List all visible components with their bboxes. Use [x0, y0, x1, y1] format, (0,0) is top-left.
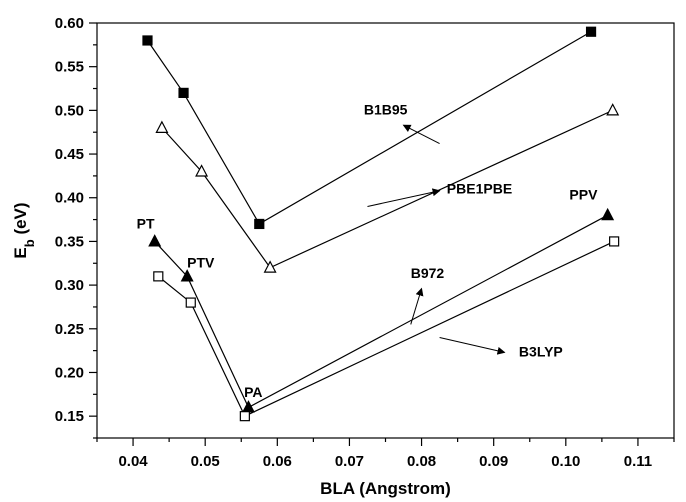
annotation-ppv: PPV: [569, 186, 598, 202]
data-point-b972: [148, 234, 162, 247]
y-tick-label: 0.60: [55, 15, 84, 32]
data-point-b972: [241, 400, 255, 413]
x-tick-label: 0.11: [624, 453, 652, 470]
data-point-pbe1pbe: [195, 164, 209, 177]
series-line-b972: [154, 214, 608, 409]
x-tick-label: 0.04: [118, 453, 148, 470]
series-label-b1b95: B1B95: [364, 102, 408, 118]
x-tick-label: 0.06: [263, 453, 292, 470]
x-tick-label: 0.07: [335, 453, 364, 470]
y-tick-label: 0.20: [55, 364, 84, 381]
annotation-layer: PT PTV PA PPV B1B95 PBE1PBE B972 B3LYP: [137, 102, 598, 400]
series-label-b3lyp: B3LYP: [519, 344, 563, 360]
y-tick-label: 0.35: [55, 233, 84, 250]
data-point-b3lyp: [239, 411, 250, 422]
y-axis-title-unit: (eV): [11, 202, 30, 239]
data-point-b3lyp: [153, 271, 164, 282]
data-point-b1b95: [585, 26, 597, 37]
annotation-ptv: PTV: [187, 255, 215, 271]
data-point-b3lyp: [185, 297, 196, 308]
data-point-b972: [601, 207, 615, 221]
data-point-b972: [180, 269, 194, 282]
y-axis-title-main: E: [11, 247, 30, 258]
x-tick-label: 0.10: [551, 453, 580, 470]
x-axis-title: BLA (Angstrom): [320, 479, 451, 498]
series-label-pbe1pbe: PBE1PBE: [447, 180, 512, 196]
y-tick-label: 0.25: [55, 321, 84, 338]
y-tick-label: 0.55: [55, 59, 84, 76]
y-tick-label: 0.15: [55, 408, 84, 425]
x-tick-label: 0.08: [407, 453, 436, 470]
data-point-b1b95: [254, 218, 265, 230]
series-line-b3lyp: [157, 240, 615, 417]
callout-arrow-b1b95: [402, 124, 440, 145]
series-line-pbe1pbe: [161, 109, 613, 269]
series-label-b972: B972: [411, 265, 445, 281]
annotation-pa: PA: [244, 384, 262, 400]
callout-arrow-pbe1pbe: [367, 188, 441, 207]
callout-arrow-b972: [410, 287, 424, 325]
data-point-b3lyp: [609, 236, 620, 247]
y-axis-title-sub: b: [22, 239, 37, 247]
data-point-pbe1pbe: [263, 260, 277, 273]
x-tick-label: 0.05: [191, 453, 220, 470]
y-axis-title: Eb (eV): [11, 202, 37, 258]
x-axis: 0.04 0.05 0.06 0.07 0.08 0.09 0.10 0.11: [96, 438, 675, 470]
y-axis: 0.15 0.20 0.25 0.30 0.35 0.40 0.45 0.50 0.55 0.60: [55, 15, 97, 439]
y-tick-label: 0.30: [55, 277, 84, 294]
data-point-pbe1pbe: [155, 120, 169, 133]
data-point-b1b95: [142, 35, 153, 46]
series-layer: [142, 26, 620, 422]
y-tick-label: 0.50: [55, 102, 84, 119]
callout-arrow-b3lyp: [439, 337, 506, 355]
x-tick-label: 0.09: [479, 453, 508, 470]
annotation-pt: PT: [137, 215, 155, 231]
data-point-b1b95: [178, 87, 189, 98]
y-tick-label: 0.45: [55, 146, 84, 163]
data-point-pbe1pbe: [606, 103, 620, 116]
series-line-b1b95: [146, 31, 592, 225]
y-tick-label: 0.40: [55, 190, 84, 207]
plot-frame: [96, 22, 675, 439]
